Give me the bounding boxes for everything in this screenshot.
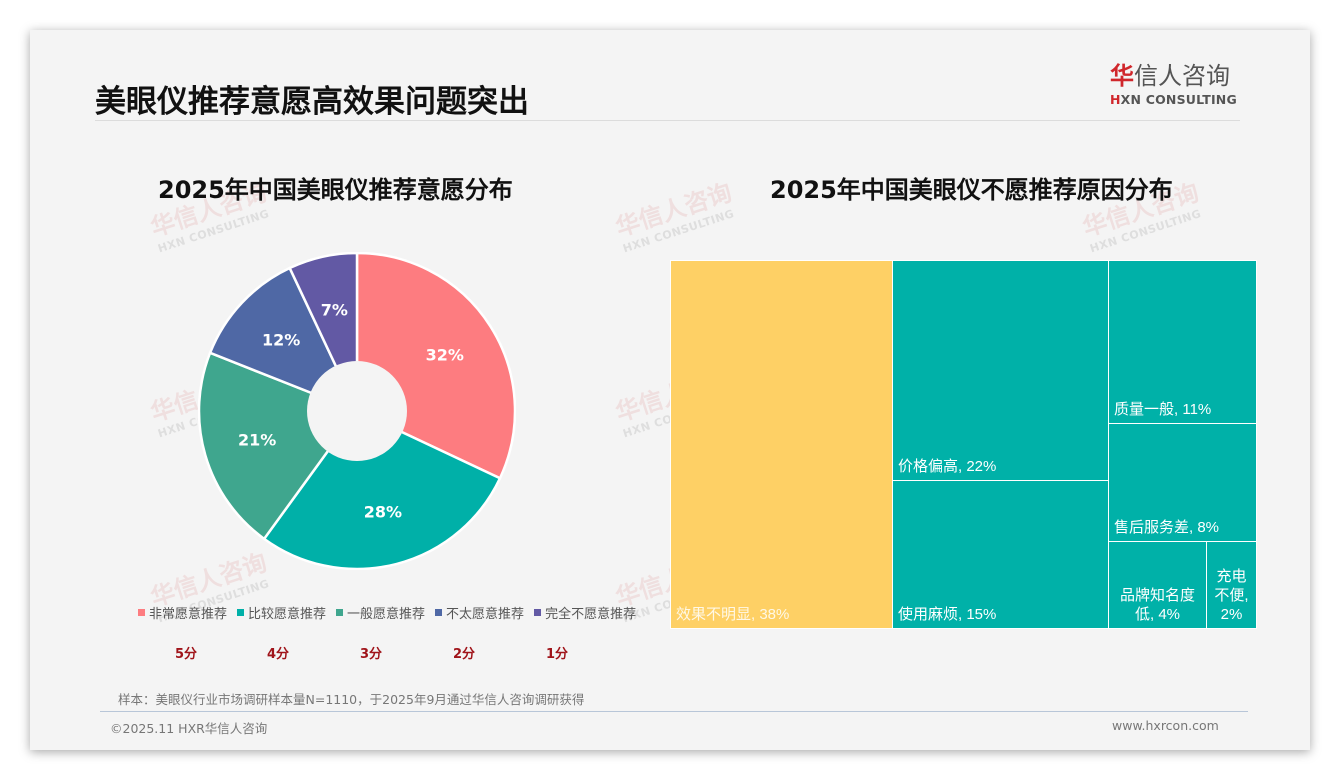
pie-legend: 非常愿意推荐 比较愿意推荐 一般愿意推荐 不太愿意推荐 完全不愿意推荐 [138,603,636,622]
treemap-tile-poor-after-sales[interactable]: 售后服务差, 8% [1108,423,1257,542]
footer-divider [100,711,1248,712]
donut-hole [307,361,407,461]
treemap-tile-low-brand-awareness[interactable]: 品牌知名度 低, 4% [1108,541,1207,629]
donut-slice-label: 12% [262,330,301,350]
donut-slice-label: 32% [425,345,464,365]
donut-chart: 32% 28% 21% 12% 7% [197,251,517,571]
logo-english: HXN CONSULTING [1110,92,1237,107]
treemap-tile-ineffective[interactable]: 效果不明显, 38% [670,260,893,629]
treemap-chart: 效果不明显, 38% 价格偏高, 22% 使用麻烦, 15% 质量一般, 11%… [670,260,1257,629]
donut-slice-label: 21% [237,430,277,450]
donut-slice-label: 7% [320,300,348,319]
score-label: 5分 [174,647,198,662]
donut-svg [197,251,517,571]
title-divider [95,120,1240,121]
website-link[interactable]: www.hxrcon.com [1112,718,1219,733]
legend-swatch [237,609,245,616]
treemap-tile-hard-to-use[interactable]: 使用麻烦, 15% [892,480,1109,629]
legend-item-unwilling[interactable]: 完全不愿意推荐 [534,603,636,622]
donut-slice-not-very-willing[interactable] [208,266,360,414]
treemap-tile-quality-average[interactable]: 质量一般, 11% [1108,260,1257,424]
legend-item-fairly-willing[interactable]: 比较愿意推荐 [237,603,326,622]
legend-item-neutral[interactable]: 一般愿意推荐 [336,603,425,622]
score-label: 1分 [545,647,569,662]
legend-item-very-willing[interactable]: 非常愿意推荐 [138,603,227,622]
copyright: ©2025.11 HXR华信人咨询 [110,721,268,736]
treemap-tile-charging-inconvenient[interactable]: 充电 不便, 2% [1206,541,1257,629]
donut-slice-fairly-willing[interactable] [262,409,502,571]
page-title: 美眼仪推荐意愿高效果问题突出 [95,84,529,120]
sample-footnote: 样本：美眼仪行业市场调研样本量N=1110，于2025年9月通过华信人咨询调研获… [118,692,585,707]
donut-slice-label: 28% [363,502,403,522]
company-logo: 华信人咨询 HXN CONSULTING [1110,62,1245,107]
legend-item-not-very-willing[interactable]: 不太愿意推荐 [435,603,524,622]
legend-swatch [435,609,443,616]
treemap-title: 2025年中国美眼仪不愿推荐原因分布 [770,176,1173,204]
score-label: 2分 [452,647,476,662]
logo-chinese: 华信人咨询 [1110,62,1230,90]
treemap-tile-price-high[interactable]: 价格偏高, 22% [892,260,1109,481]
score-label: 3分 [359,647,383,662]
pie-chart-title: 2025年中国美眼仪推荐意愿分布 [158,176,513,204]
score-label: 4分 [266,647,290,662]
legend-swatch [138,609,145,616]
legend-swatch [534,609,542,616]
legend-swatch [336,609,344,616]
